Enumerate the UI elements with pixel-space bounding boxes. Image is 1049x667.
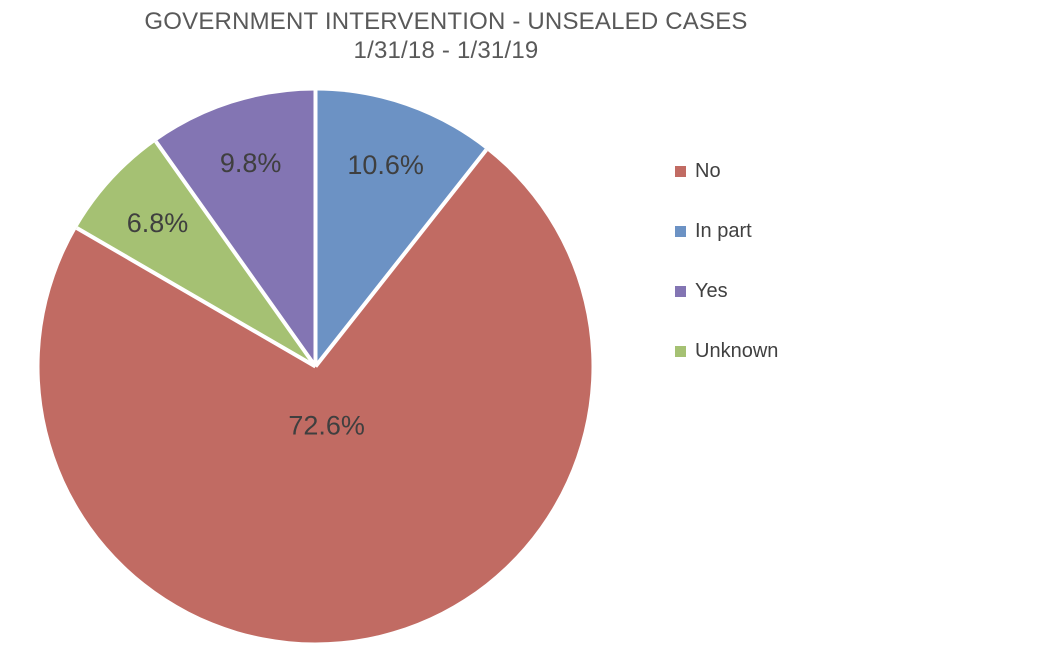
chart-title-line2: 1/31/18 - 1/31/19 bbox=[353, 37, 539, 64]
legend-swatch-icon bbox=[675, 165, 686, 177]
legend-label: No bbox=[695, 159, 721, 182]
legend-item-yes: Yes bbox=[675, 280, 728, 302]
legend-item-in-part: In part bbox=[675, 220, 752, 242]
chart-title: GOVERNMENT INTERVENTION - UNSEALED CASES… bbox=[0, 7, 892, 65]
legend-label: Yes bbox=[695, 279, 728, 302]
legend-item-unknown: Unknown bbox=[675, 340, 778, 362]
legend-swatch-icon bbox=[675, 225, 686, 237]
slice-separator bbox=[154, 140, 318, 368]
pie-slice-in-part bbox=[315, 90, 487, 367]
pie-slice-label: 6.8% bbox=[127, 208, 189, 238]
legend-item-no: No bbox=[675, 160, 721, 182]
pie-slice-unknown bbox=[76, 141, 316, 367]
legend-swatch-icon bbox=[675, 285, 686, 297]
pie-slice-no bbox=[39, 149, 592, 643]
legend-swatch-icon bbox=[675, 345, 686, 357]
chart-title-line1: GOVERNMENT INTERVENTION - UNSEALED CASES bbox=[144, 8, 748, 35]
pie-slice-yes bbox=[155, 90, 316, 367]
legend-label: Unknown bbox=[695, 339, 779, 362]
slice-separator bbox=[313, 148, 488, 368]
pie-slice-label: 72.6% bbox=[288, 410, 365, 440]
pie-slice-label: 9.8% bbox=[220, 148, 282, 178]
pie-slice-label: 10.6% bbox=[347, 150, 424, 180]
slice-separator bbox=[75, 226, 317, 369]
legend-label: In part bbox=[695, 219, 752, 242]
